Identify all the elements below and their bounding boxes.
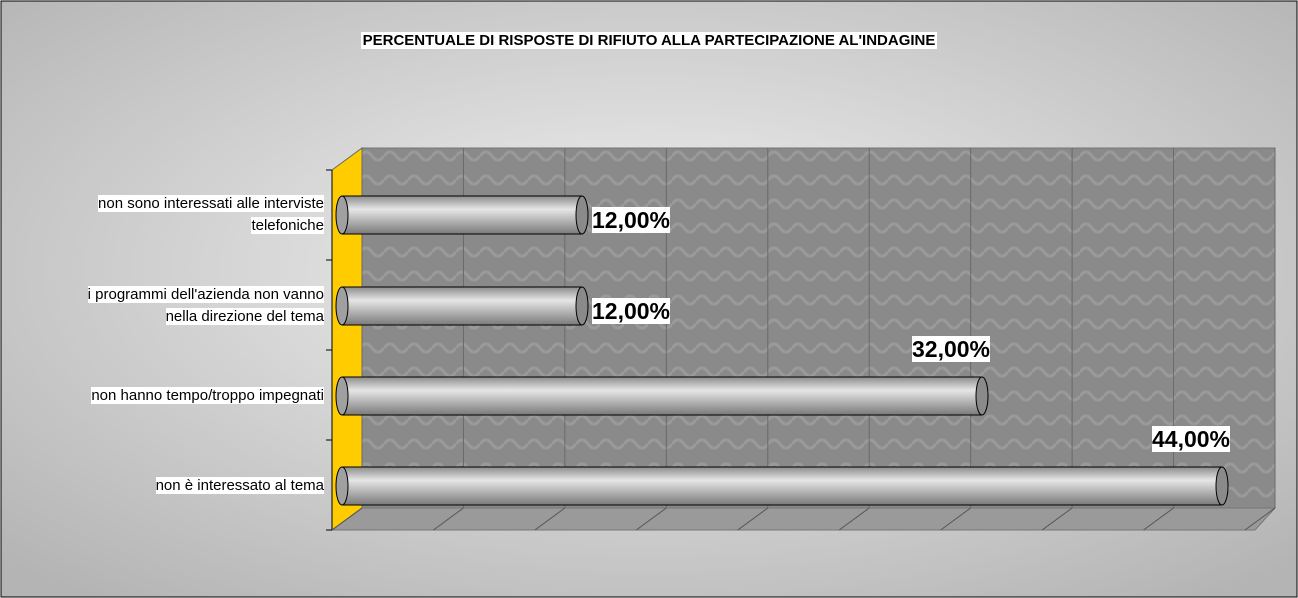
chart-title: PERCENTUALE DI RISPOSTE DI RIFIUTO ALLA …	[0, 32, 1298, 49]
floor-grid-line	[1041, 507, 1073, 531]
floor-grid-line	[331, 507, 363, 531]
category-label-text: i programmi dell'azienda non vanno nella…	[87, 286, 324, 325]
value-label: 44,00%	[1152, 426, 1231, 453]
category-label-text: non è interessato al tema	[155, 477, 324, 494]
category-label: non hanno tempo/troppo impegnati	[74, 385, 324, 407]
bar-end-cap	[975, 376, 989, 416]
value-label: 12,00%	[592, 298, 671, 325]
value-label-text: 44,00%	[1152, 426, 1231, 452]
floor-grid-line	[636, 507, 667, 531]
bar-start-cap	[335, 376, 349, 416]
value-label-text: 12,00%	[592, 207, 671, 233]
bar	[341, 376, 983, 416]
floor	[330, 507, 1277, 531]
category-label: non sono interessati alle interviste tel…	[74, 193, 324, 237]
floor-grid-line	[940, 507, 971, 531]
category-label-text: non sono interessati alle interviste tel…	[98, 195, 324, 234]
value-label: 12,00%	[592, 207, 671, 234]
value-label: 32,00%	[912, 336, 991, 363]
bar-end-cap	[575, 195, 589, 235]
value-label-text: 12,00%	[592, 298, 671, 324]
floor-grid-line	[737, 507, 769, 531]
bar-start-cap	[335, 195, 349, 235]
floor-grid-line	[838, 507, 870, 531]
floor-grid-line	[1143, 507, 1174, 531]
category-label: i programmi dell'azienda non vanno nella…	[74, 284, 324, 328]
floor-grid-line	[1244, 507, 1276, 531]
bar-start-cap	[335, 286, 349, 326]
floor-grid-line	[534, 507, 566, 531]
category-label-text: non hanno tempo/troppo impegnati	[91, 387, 324, 404]
bar	[341, 286, 583, 326]
bar-start-cap	[335, 466, 349, 506]
bar	[341, 195, 583, 235]
title-text: PERCENTUALE DI RISPOSTE DI RIFIUTO ALLA …	[360, 32, 938, 49]
category-label: non è interessato al tema	[74, 475, 324, 497]
floor-grid-line	[433, 507, 464, 531]
bar-end-cap	[1215, 466, 1229, 506]
bar	[341, 466, 1223, 506]
value-label-text: 32,00%	[912, 336, 991, 362]
bar-end-cap	[575, 286, 589, 326]
